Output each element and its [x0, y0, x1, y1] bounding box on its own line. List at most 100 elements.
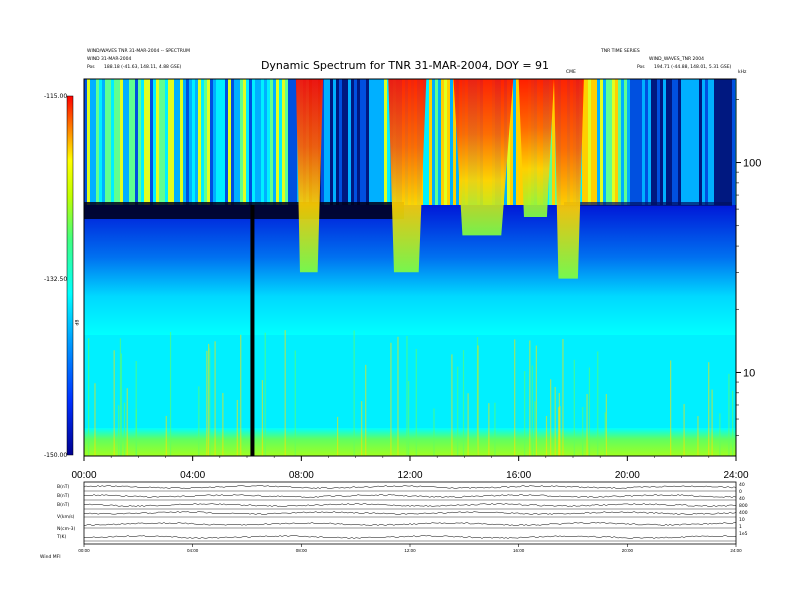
streak [605, 394, 607, 456]
stripe [216, 79, 220, 205]
streak [683, 404, 685, 456]
panel-trace [83, 485, 737, 489]
stripe [279, 79, 283, 205]
x-tick-label: 20:00 [615, 470, 640, 481]
stripe [138, 79, 142, 205]
stripe [624, 79, 628, 205]
dark-band [84, 202, 404, 219]
stripe [201, 79, 205, 205]
streak [198, 386, 200, 456]
stripe [444, 79, 448, 205]
streak [562, 339, 564, 456]
stripe [513, 79, 517, 205]
data-gap [250, 205, 255, 456]
event-label: CME [566, 70, 576, 75]
streak [294, 350, 296, 456]
stripe [270, 79, 274, 205]
stripe [627, 79, 631, 205]
stripe [633, 79, 637, 205]
stripe [657, 79, 661, 205]
stripe [189, 79, 193, 205]
stripe [651, 79, 655, 205]
stripe [150, 79, 154, 205]
streak [524, 371, 526, 456]
panel-footer-label: Wind MFI [40, 555, 61, 560]
stripe [687, 79, 691, 205]
stripe [111, 79, 115, 205]
stripe [354, 79, 358, 205]
stripe [249, 79, 253, 205]
streak [406, 335, 408, 456]
stripe [603, 79, 607, 205]
streak [604, 412, 606, 456]
stripe [615, 79, 619, 205]
header-left-line2: WIND 31-MAR-2004 [87, 57, 132, 62]
stripe [663, 79, 667, 205]
stripe [372, 79, 376, 205]
stripe [192, 79, 196, 205]
panel-trace [83, 494, 737, 498]
streak [390, 342, 392, 456]
stripe [600, 79, 604, 205]
stripe [258, 79, 262, 205]
stripe [180, 79, 184, 205]
stripe [90, 79, 94, 205]
stripe [702, 79, 706, 205]
stripe [609, 79, 613, 205]
panel-label-3: B(nT) [57, 503, 70, 508]
stripe [618, 79, 622, 205]
panel-trace [83, 503, 737, 507]
panel-x-tick-label: 04:00 [187, 548, 199, 553]
stripe [213, 79, 217, 205]
streak [732, 390, 734, 456]
stripe [723, 79, 727, 205]
stripe [378, 79, 382, 205]
stripe [669, 79, 673, 205]
streak [451, 354, 453, 456]
streak [353, 330, 355, 456]
panel-label-2: B(nT) [57, 494, 70, 499]
stripe [357, 79, 361, 205]
radio-burst [388, 79, 427, 273]
stripe [684, 79, 688, 205]
streak [113, 350, 115, 456]
stripe [273, 79, 277, 205]
stripe [228, 79, 232, 205]
stripe [690, 79, 694, 205]
stripe [240, 79, 244, 205]
header-right-pos-label: Pos [637, 65, 645, 70]
stripe [645, 79, 649, 205]
streak [222, 392, 224, 456]
panel-x-tick-label: 24:00 [730, 548, 742, 553]
streak [494, 402, 496, 456]
stripe [243, 79, 247, 205]
header-left-pos: 188.18 (-41.63, 148.11, 4.88 GSE) [104, 65, 182, 70]
panel-x-tick-label: 00:00 [78, 548, 90, 553]
stripe [732, 79, 736, 205]
x-tick-label: 04:00 [180, 470, 205, 481]
stripe [87, 79, 91, 205]
stripe [267, 79, 271, 205]
panel-x-tick-label: 20:00 [622, 548, 634, 553]
y-tick-label: 100 [743, 158, 761, 170]
stripe [678, 79, 682, 205]
stripe [207, 79, 211, 205]
streak [582, 406, 584, 456]
stripe [117, 79, 121, 205]
x-axis: 00:00 04:00 08:00 12:00 16:00 20:00 24:00 [71, 456, 749, 481]
stripe [726, 79, 730, 205]
stripe [381, 79, 385, 205]
stripe [165, 79, 169, 205]
stripe [285, 79, 289, 205]
streak [214, 341, 216, 456]
panel-right-tick-2: 0 [739, 490, 742, 495]
stripe [135, 79, 139, 205]
stripe [510, 79, 514, 205]
stripe [426, 79, 430, 205]
stripe [714, 79, 718, 205]
stripe [366, 79, 370, 205]
streak [545, 415, 548, 456]
stripe [255, 79, 259, 205]
stripe [222, 79, 226, 205]
streak [534, 401, 536, 456]
